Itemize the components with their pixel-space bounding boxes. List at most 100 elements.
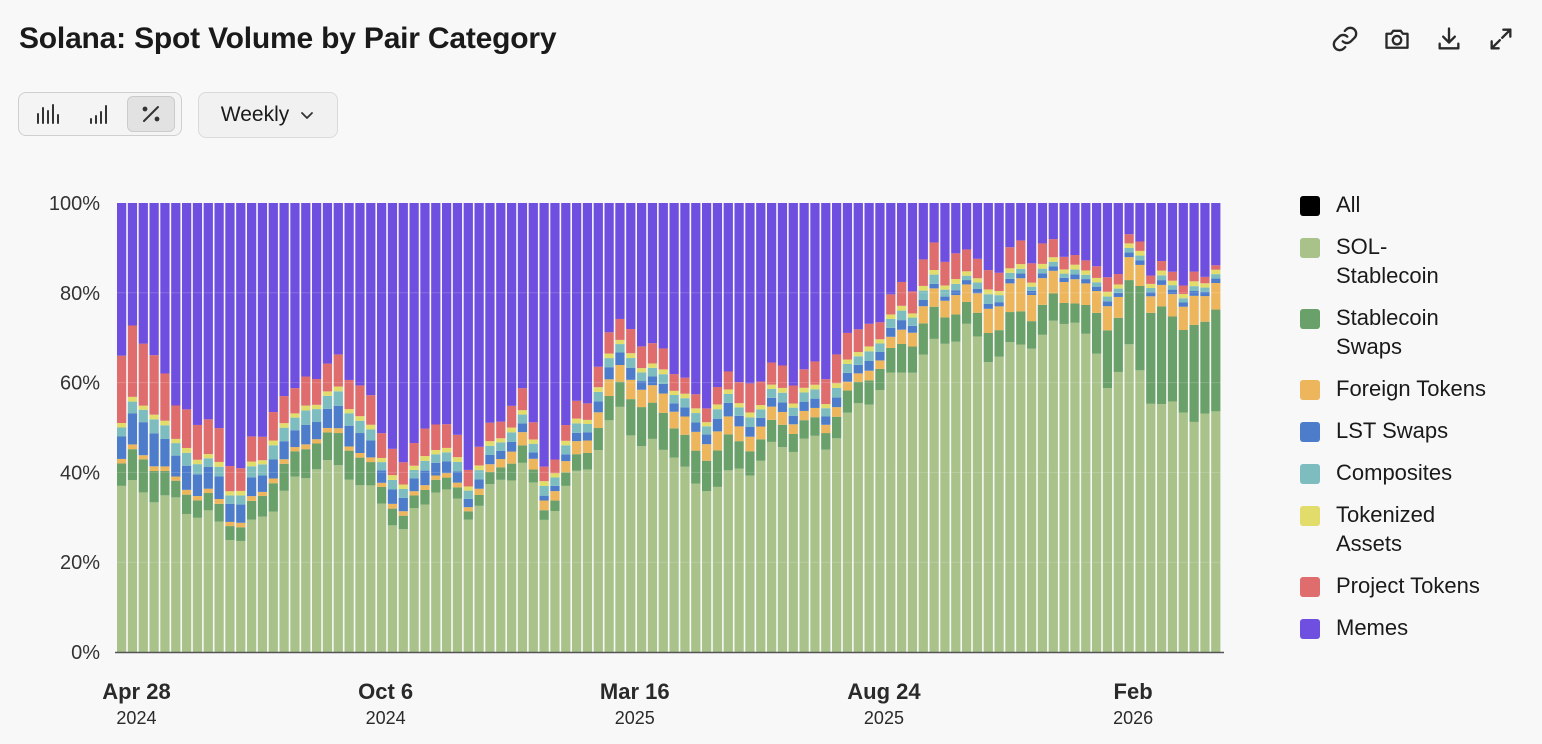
bar-stack[interactable] xyxy=(398,203,408,652)
bar-stack[interactable] xyxy=(366,203,376,652)
bar-stack[interactable] xyxy=(1189,203,1199,652)
bar-stack[interactable] xyxy=(117,203,127,652)
bar-stack[interactable] xyxy=(929,203,939,652)
bar-stack[interactable] xyxy=(290,203,300,652)
bar-stack[interactable] xyxy=(994,203,1004,652)
bar-stack[interactable] xyxy=(550,203,560,652)
bar-stack[interactable] xyxy=(972,203,983,652)
bar-stack[interactable] xyxy=(1124,203,1134,652)
bar-stack[interactable] xyxy=(1167,203,1178,652)
bar-stack[interactable] xyxy=(225,203,235,652)
bar-stack[interactable] xyxy=(1027,203,1037,652)
bar-stack[interactable] xyxy=(431,203,441,652)
bar-stack[interactable] xyxy=(734,203,744,652)
bar-stack[interactable] xyxy=(897,203,907,652)
bar-stack[interactable] xyxy=(615,203,625,652)
bar-stack[interactable] xyxy=(1092,203,1102,652)
bar-stack[interactable] xyxy=(593,203,603,652)
bar-stack[interactable] xyxy=(983,203,993,652)
bar-stack[interactable] xyxy=(1146,203,1156,652)
bar-stack[interactable] xyxy=(1048,203,1058,652)
legend-item-stablecoin-swaps[interactable]: Stablecoin Swaps xyxy=(1300,303,1530,361)
legend-item-project-tokens[interactable]: Project Tokens xyxy=(1300,571,1530,600)
bar-stack[interactable] xyxy=(539,203,549,652)
bar-stack[interactable] xyxy=(1200,203,1210,652)
bar-stack[interactable] xyxy=(907,203,918,652)
bar-stack[interactable] xyxy=(637,203,647,652)
bar-stack[interactable] xyxy=(1178,203,1188,652)
bar-stack[interactable] xyxy=(712,203,723,652)
bar-stack[interactable] xyxy=(485,203,495,652)
bar-stack[interactable] xyxy=(723,203,733,652)
bar-stack[interactable] xyxy=(528,203,538,652)
bar-stack[interactable] xyxy=(387,203,398,652)
bar-stack[interactable] xyxy=(745,203,755,652)
legend-item-lst-swaps[interactable]: LST Swaps xyxy=(1300,416,1530,445)
bar-stack[interactable] xyxy=(442,203,452,652)
bar-stack[interactable] xyxy=(1157,203,1167,652)
bar-stack[interactable] xyxy=(1135,203,1145,652)
bar-stack[interactable] xyxy=(247,203,257,652)
bar-stack[interactable] xyxy=(918,203,928,652)
period-select[interactable]: Weekly xyxy=(198,92,338,138)
bar-stack[interactable] xyxy=(940,203,950,652)
bar-stack[interactable] xyxy=(496,203,506,652)
download-button[interactable] xyxy=(1434,24,1464,54)
bar-stack[interactable] xyxy=(377,203,387,652)
bar-stack[interactable] xyxy=(788,203,798,652)
bar-stack[interactable] xyxy=(149,203,159,652)
bar-stack[interactable] xyxy=(821,203,831,652)
legend-item-tokenized-assets[interactable]: Tokenized Assets xyxy=(1300,500,1530,558)
bar-stack[interactable] xyxy=(886,203,896,652)
bar-stack[interactable] xyxy=(1016,203,1026,652)
bar-stack[interactable] xyxy=(864,203,874,652)
bar-stack[interactable] xyxy=(1059,203,1069,652)
bar-stack[interactable] xyxy=(463,203,473,652)
bar-stack[interactable] xyxy=(1113,203,1123,652)
bar-stack[interactable] xyxy=(409,203,419,652)
bar-stack[interactable] xyxy=(1102,203,1113,652)
bar-stack[interactable] xyxy=(312,203,322,652)
bar-stack[interactable] xyxy=(810,203,820,652)
bar-stack[interactable] xyxy=(832,203,842,652)
bar-stack[interactable] xyxy=(279,203,289,652)
bar-stack[interactable] xyxy=(355,203,365,652)
bar-stack[interactable] xyxy=(138,203,148,652)
bar-stack[interactable] xyxy=(680,203,690,652)
bar-stack[interactable] xyxy=(572,203,582,652)
bar-stack[interactable] xyxy=(171,203,181,652)
bar-stack[interactable] xyxy=(268,203,278,652)
bar-stack[interactable] xyxy=(669,203,679,652)
bar-stack[interactable] xyxy=(452,203,463,652)
bar-stack[interactable] xyxy=(333,203,343,652)
bar-stack[interactable] xyxy=(344,203,354,652)
bar-stack[interactable] xyxy=(1005,203,1015,652)
bar-stack[interactable] xyxy=(322,203,333,652)
bar-stack[interactable] xyxy=(702,203,712,652)
bar-stack[interactable] xyxy=(962,203,972,652)
fullscreen-button[interactable] xyxy=(1486,24,1516,54)
bar-stack[interactable] xyxy=(507,203,517,652)
bar-stack[interactable] xyxy=(647,203,658,652)
bar-stack[interactable] xyxy=(561,203,571,652)
bar-stack[interactable] xyxy=(658,203,668,652)
bar-stack[interactable] xyxy=(951,203,961,652)
bar-stack[interactable] xyxy=(474,203,484,652)
bar-stack[interactable] xyxy=(160,203,170,652)
bar-stack[interactable] xyxy=(777,203,788,652)
bar-stack[interactable] xyxy=(214,203,224,652)
bar-stack[interactable] xyxy=(192,203,203,652)
bar-stack[interactable] xyxy=(517,203,528,652)
bar-stack[interactable] xyxy=(420,203,430,652)
bar-stack[interactable] xyxy=(127,203,138,652)
stacked-mode-button[interactable] xyxy=(75,96,123,132)
percent-mode-button[interactable] xyxy=(127,96,175,132)
bar-mode-button[interactable] xyxy=(23,96,71,132)
legend-item-memes[interactable]: Memes xyxy=(1300,613,1530,642)
bar-stack[interactable] xyxy=(582,203,593,652)
bar-stack[interactable] xyxy=(853,203,863,652)
bar-stack[interactable] xyxy=(1081,203,1091,652)
copy-link-button[interactable] xyxy=(1330,24,1360,54)
bar-stack[interactable] xyxy=(604,203,614,652)
bar-stack[interactable] xyxy=(257,203,268,652)
